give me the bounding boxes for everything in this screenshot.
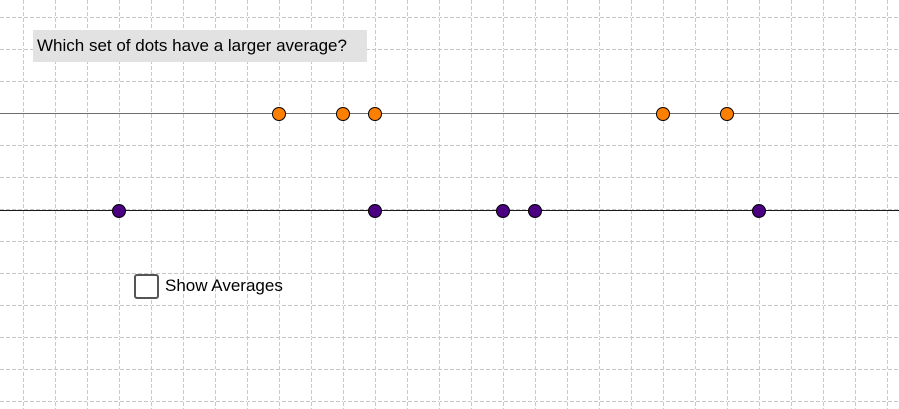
purple-dot[interactable]: [112, 203, 126, 218]
purple-dot[interactable]: [752, 203, 766, 218]
orange-dot[interactable]: [720, 106, 734, 121]
purple-dot[interactable]: [368, 203, 382, 218]
question-label: Which set of dots have a larger average?: [33, 30, 367, 62]
purple-number-line: [0, 210, 899, 211]
orange-dot[interactable]: [336, 106, 350, 121]
purple-dot[interactable]: [496, 203, 510, 218]
orange-dot[interactable]: [368, 106, 382, 121]
show-averages-label: Show Averages: [165, 276, 283, 295]
show-averages-control[interactable]: Show Averages: [134, 272, 283, 300]
orange-number-line: [0, 113, 899, 114]
orange-dot[interactable]: [656, 106, 670, 121]
orange-dot[interactable]: [272, 106, 286, 121]
show-averages-checkbox[interactable]: [134, 273, 159, 299]
purple-dot[interactable]: [528, 203, 542, 218]
